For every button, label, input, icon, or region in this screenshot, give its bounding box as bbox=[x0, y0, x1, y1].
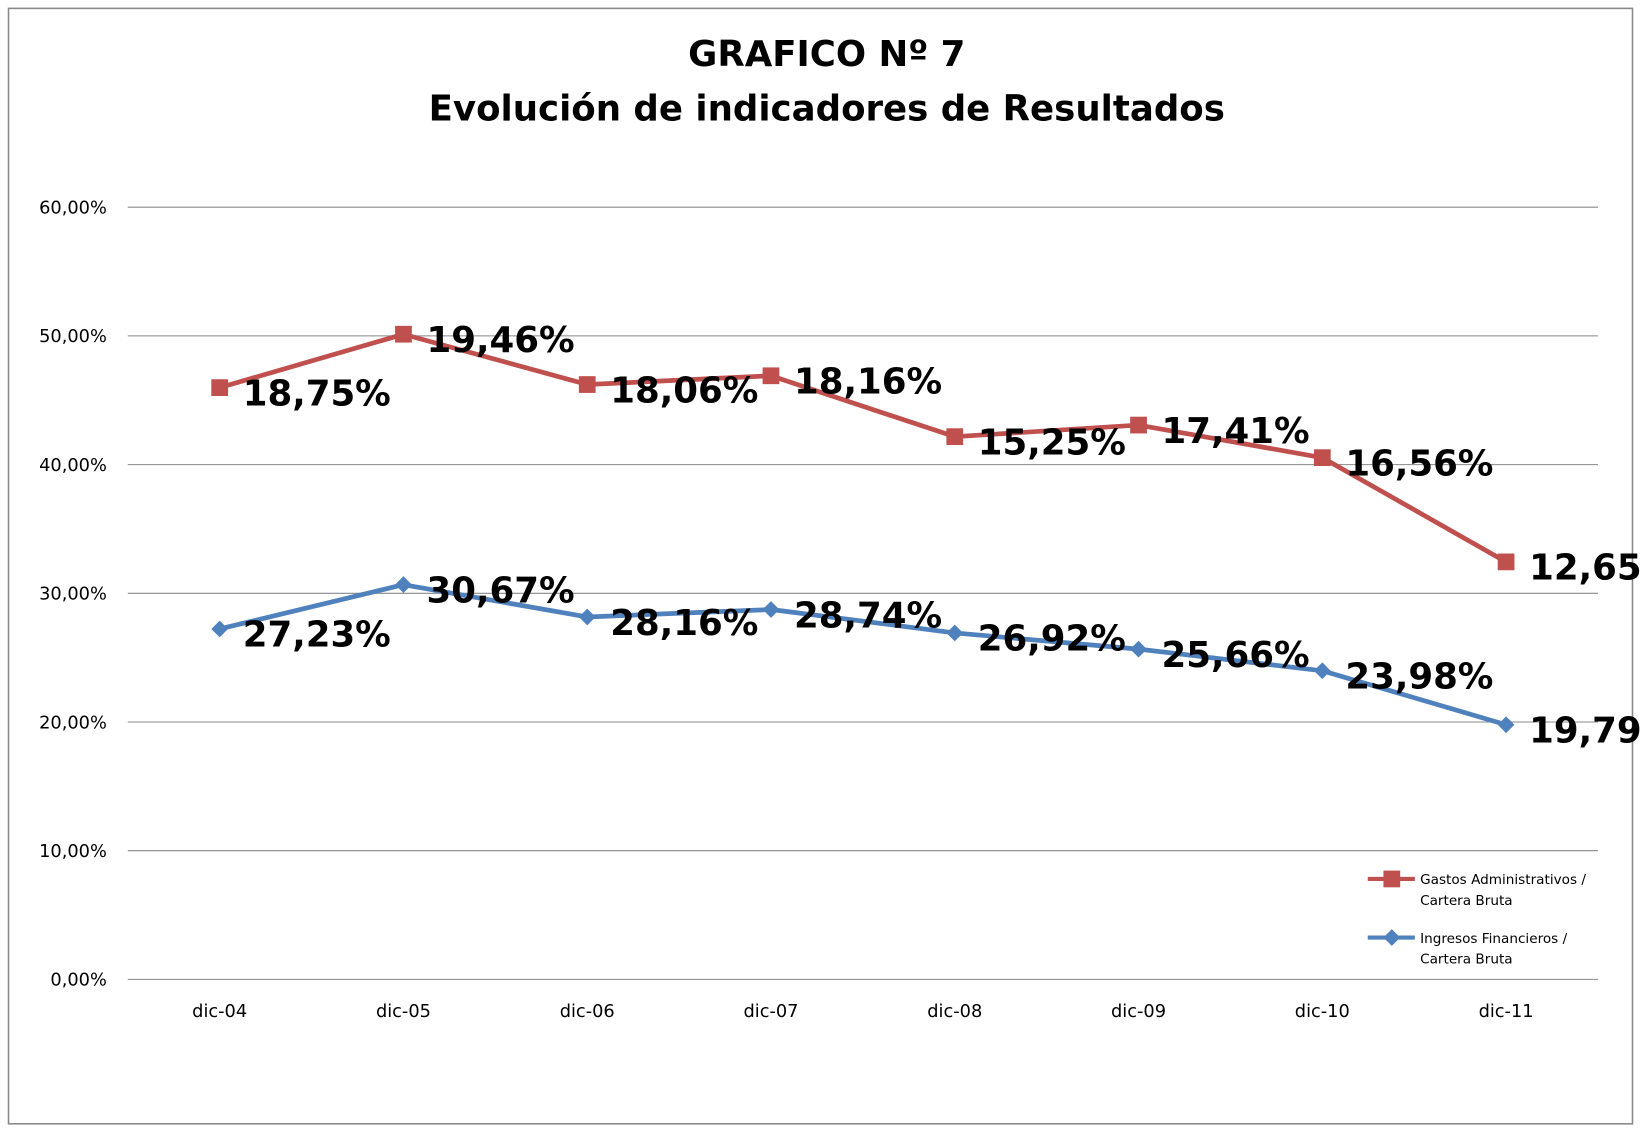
chart-subtitle: Evolución de indicadores de Resultados bbox=[429, 88, 1225, 129]
data-label: 15,25% bbox=[978, 422, 1126, 463]
data-label: 18,16% bbox=[794, 362, 942, 403]
data-label: 12,65% bbox=[1529, 548, 1641, 589]
series-line bbox=[219, 582, 1507, 727]
y-tick-label: 10,00% bbox=[39, 841, 107, 862]
legend-label-line: Cartera Bruta bbox=[1420, 952, 1513, 968]
chart-frame bbox=[7, 7, 1634, 1125]
marker bbox=[578, 608, 596, 626]
legend-label-line: Gastos Administrativos / bbox=[1420, 872, 1586, 888]
legend-label-line: Ingresos Financieros / bbox=[1420, 931, 1568, 947]
legend-label: Gastos Administrativos / Cartera Bruta bbox=[1420, 872, 1586, 909]
data-label: 30,67% bbox=[426, 570, 574, 611]
y-tick-label: 30,00% bbox=[39, 584, 107, 605]
marker bbox=[1383, 929, 1401, 946]
x-tick-label: dic-10 bbox=[1295, 1001, 1350, 1022]
data-label: 17,41% bbox=[1162, 411, 1310, 452]
y-tick-label: 60,00% bbox=[39, 197, 107, 218]
data-label: 27,23% bbox=[243, 615, 391, 656]
y-tick-label: 50,00% bbox=[39, 326, 107, 347]
data-label: 25,66% bbox=[1162, 635, 1310, 676]
chart-title: GRAFICO Nº 7 bbox=[688, 34, 965, 75]
marker bbox=[1313, 449, 1331, 467]
data-label: 18,06% bbox=[610, 370, 758, 411]
data-label: 26,92% bbox=[978, 619, 1126, 660]
data-label: 16,56% bbox=[1345, 443, 1493, 484]
data-label: 23,98% bbox=[1345, 657, 1493, 698]
legend-label-line: Cartera Bruta bbox=[1420, 893, 1513, 909]
data-label: 28,74% bbox=[794, 595, 942, 636]
marker bbox=[1383, 870, 1401, 888]
marker bbox=[1313, 662, 1331, 680]
data-label: 18,75% bbox=[243, 373, 391, 414]
x-tick-label: dic-04 bbox=[192, 1001, 247, 1022]
marker bbox=[1497, 716, 1515, 734]
y-tick-label: 40,00% bbox=[39, 455, 107, 476]
marker bbox=[762, 367, 780, 385]
x-tick-label: dic-05 bbox=[376, 1001, 431, 1022]
x-tick-label: dic-07 bbox=[743, 1001, 798, 1022]
data-label: 19,46% bbox=[426, 320, 574, 361]
legend-label: Ingresos Financieros / Cartera Bruta bbox=[1420, 931, 1568, 968]
y-tick-label: 0,00% bbox=[50, 970, 106, 991]
marker bbox=[1130, 416, 1147, 434]
series-line bbox=[219, 331, 1508, 564]
marker bbox=[578, 376, 596, 393]
marker bbox=[1497, 553, 1515, 571]
marker bbox=[211, 620, 229, 638]
x-tick-label: dic-06 bbox=[560, 1001, 615, 1022]
data-label: 19,79% bbox=[1529, 710, 1641, 751]
marker bbox=[395, 325, 412, 343]
marker bbox=[762, 601, 780, 618]
marker bbox=[946, 428, 964, 446]
data-label: 28,16% bbox=[610, 603, 758, 644]
x-tick-label: dic-08 bbox=[927, 1001, 982, 1022]
x-tick-label: dic-11 bbox=[1479, 1001, 1534, 1022]
marker bbox=[211, 379, 229, 396]
marker bbox=[946, 624, 964, 642]
x-tick-label: dic-09 bbox=[1111, 1001, 1166, 1022]
marker bbox=[1130, 640, 1147, 658]
y-tick-label: 20,00% bbox=[39, 712, 107, 733]
